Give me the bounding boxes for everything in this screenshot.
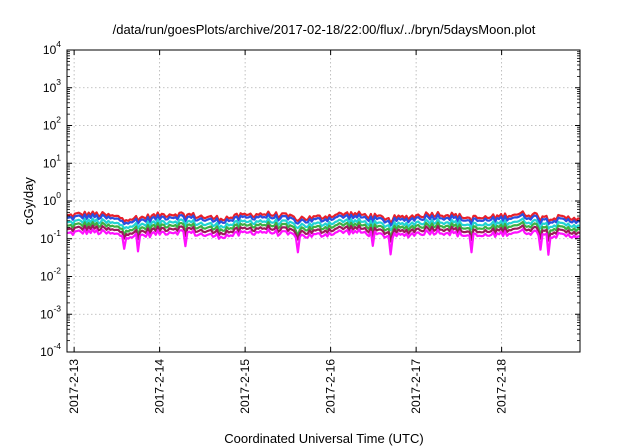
- x-axis-label: Coordinated Universal Time (UTC): [224, 431, 423, 446]
- series-line-6: [66, 228, 581, 256]
- x-tick-label: 2017-2-15: [238, 359, 252, 414]
- y-tick-label: 10-3: [40, 303, 61, 321]
- y-axis-ticks: 104 103 102 101 100 10-1 10-2 10-3 10-4: [40, 39, 580, 359]
- x-tick-label: 2017-2-14: [153, 359, 167, 414]
- y-axis-label: cGy/day: [21, 177, 36, 225]
- y-tick-label: 10-4: [40, 341, 61, 359]
- x-tick-label: 2017-2-18: [495, 359, 509, 414]
- data-series: [66, 210, 581, 256]
- y-tick-label: 103: [43, 77, 61, 95]
- y-tick-label: 102: [43, 115, 61, 133]
- y-tick-label: 101: [43, 152, 61, 170]
- series-line-5: [66, 224, 581, 243]
- y-tick-label: 10-2: [40, 266, 61, 284]
- x-axis-ticks: 2017-2-13 2017-2-14 2017-2-15 2017-2-16 2017…: [67, 50, 509, 414]
- series-line-3: [66, 217, 581, 232]
- y-tick-label: 10-1: [40, 228, 61, 246]
- x-tick-label: 2017-2-17: [409, 359, 423, 414]
- series-line-2: [66, 213, 581, 227]
- grid-lines: [67, 50, 580, 352]
- chart-title: /data/run/goesPlots/archive/2017-02-18/2…: [113, 22, 536, 37]
- plot-frame: [66, 49, 581, 353]
- y-tick-label: 100: [43, 190, 61, 208]
- series-line-4: [66, 220, 581, 240]
- x-tick-label: 2017-2-16: [324, 359, 338, 414]
- y-tick-label: 104: [43, 39, 61, 57]
- x-tick-label: 2017-2-13: [67, 359, 81, 414]
